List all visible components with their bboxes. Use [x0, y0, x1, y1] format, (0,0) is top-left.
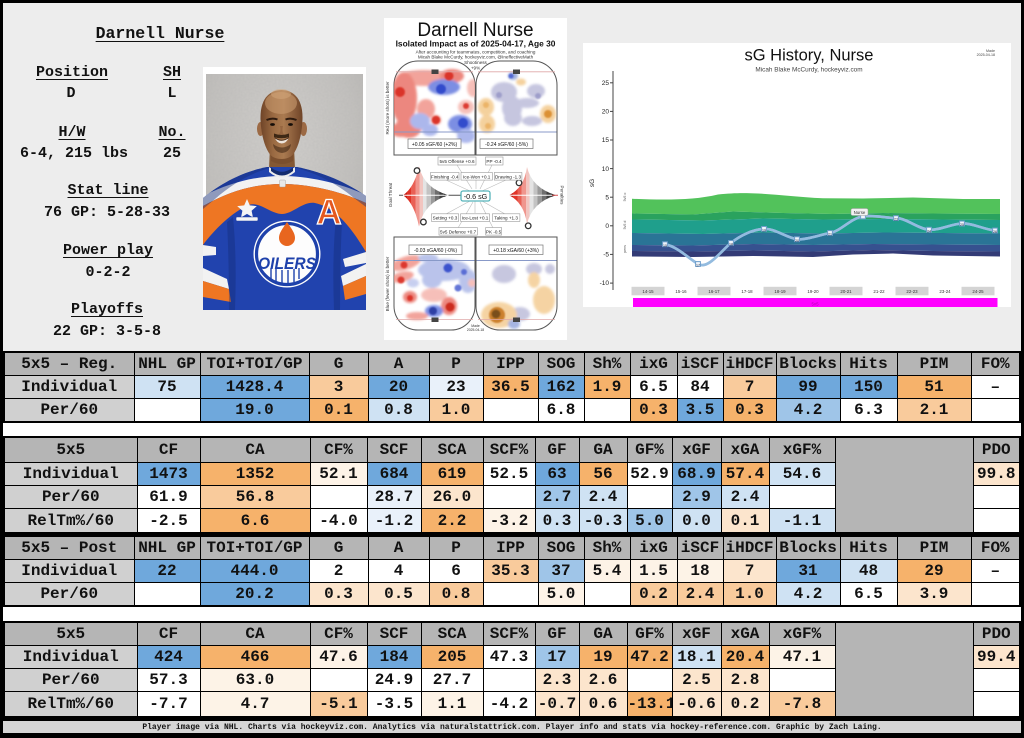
- svg-text:Nurse: Nurse: [854, 210, 866, 215]
- svg-text:Red (more shots) is better: Red (more shots) is better: [385, 81, 390, 135]
- svg-text:2025-04-18: 2025-04-18: [977, 53, 995, 57]
- svg-text:After accounting for teammates: After accounting for teammates, competit…: [416, 50, 536, 55]
- svg-text:2025-04-18: 2025-04-18: [467, 328, 484, 332]
- svg-text:25: 25: [602, 80, 610, 87]
- svg-text:OILERS: OILERS: [258, 254, 317, 273]
- svg-text:19: 19: [762, 229, 766, 233]
- svg-text:0: 0: [605, 223, 609, 230]
- svg-text:-10: -10: [600, 280, 610, 287]
- svg-text:sG History, Nurse: sG History, Nurse: [745, 47, 874, 65]
- svg-text:21-22: 21-22: [873, 289, 885, 294]
- svg-text:Goal Threat: Goal Threat: [388, 182, 393, 207]
- svg-text:Isolated Impact as of 2025-04-: Isolated Impact as of 2025-04-17, Age 30: [396, 39, 556, 49]
- svg-text:Setting +0.3: Setting +0.3: [433, 216, 458, 221]
- svg-text:23-24: 23-24: [939, 289, 951, 294]
- svg-text:5: 5: [605, 194, 609, 201]
- svg-text:14-15: 14-15: [642, 289, 654, 294]
- svg-text:5v5 Defence +0.7: 5v5 Defence +0.7: [440, 229, 477, 234]
- svg-text:16-17: 16-17: [708, 289, 720, 294]
- svg-text:Drawing -1.3: Drawing -1.3: [495, 174, 521, 179]
- svg-text:15: 15: [602, 137, 610, 144]
- svg-text:20-21: 20-21: [840, 289, 852, 294]
- svg-text:26: 26: [993, 230, 997, 234]
- svg-text:A: A: [316, 193, 341, 232]
- svg-text:Micah Blake McCurdy, hockeyviz: Micah Blake McCurdy, hockeyviz.com: [755, 67, 862, 74]
- svg-text:Made: Made: [471, 324, 480, 328]
- svg-text:18-19: 18-19: [774, 289, 786, 294]
- svg-text:Micah Blake McCurdy, hockeyviz: Micah Blake McCurdy, hockeyviz.com, @Ine…: [418, 55, 534, 60]
- svg-text:Blue (fewer shots) is better: Blue (fewer shots) is better: [385, 256, 390, 311]
- svg-text:+9%: +9%: [471, 66, 480, 71]
- svg-text:5v5 Offense +0.6: 5v5 Offense +0.6: [439, 159, 474, 164]
- svg-text:Ice-Lost +0.1: Ice-Lost +0.1: [462, 216, 489, 221]
- svg-text:-0.6 sG: -0.6 sG: [464, 192, 488, 201]
- svg-text:Finishing -0.4: Finishing -0.4: [431, 174, 459, 179]
- svg-text:+0.18 xGA/60 (+3%): +0.18 xGA/60 (+3%): [493, 248, 539, 254]
- svg-text:22-23: 22-23: [906, 289, 918, 294]
- svg-text:23: 23: [894, 218, 898, 222]
- svg-text:5v5 d: 5v5 d: [623, 221, 627, 230]
- svg-text:15: 15: [663, 244, 667, 248]
- svg-text:-0.24 xGF/60 (-5%): -0.24 xGF/60 (-5%): [485, 142, 528, 148]
- svg-text:20: 20: [795, 239, 799, 243]
- svg-text:17: 17: [696, 264, 700, 268]
- svg-text:10: 10: [602, 166, 610, 173]
- svg-text:Shootiness: Shootiness: [464, 60, 487, 65]
- svg-text:19-20: 19-20: [807, 289, 819, 294]
- svg-text:pens: pens: [623, 245, 627, 253]
- svg-text:-5: -5: [603, 252, 609, 259]
- svg-text:Ice-Won +0.1: Ice-Won +0.1: [463, 174, 491, 179]
- svg-text:PP -0.4: PP -0.4: [486, 159, 502, 164]
- svg-text:5v5: 5v5: [811, 301, 819, 306]
- svg-text:sG: sG: [589, 179, 596, 187]
- svg-text:PK -0.5: PK -0.5: [486, 229, 502, 234]
- svg-text:25: 25: [960, 223, 964, 227]
- svg-text:15-16: 15-16: [675, 289, 687, 294]
- svg-text:Made: Made: [986, 49, 995, 53]
- svg-text:21: 21: [828, 233, 832, 237]
- svg-text:Darnell Nurse: Darnell Nurse: [417, 20, 533, 41]
- svg-text:24-25: 24-25: [972, 289, 984, 294]
- svg-text:Penalties: Penalties: [560, 186, 565, 206]
- svg-text:17-18: 17-18: [741, 289, 753, 294]
- svg-text:+0.05 xGF/60 (+2%): +0.05 xGF/60 (+2%): [412, 142, 458, 148]
- svg-text:24: 24: [927, 229, 931, 233]
- svg-text:18: 18: [729, 243, 733, 247]
- svg-text:5v5 o: 5v5 o: [623, 193, 627, 202]
- svg-text:Taking +1.3: Taking +1.3: [494, 216, 518, 221]
- svg-text:20: 20: [602, 109, 610, 116]
- svg-text:-0.03 xGA/60 (-0%): -0.03 xGA/60 (-0%): [414, 248, 457, 254]
